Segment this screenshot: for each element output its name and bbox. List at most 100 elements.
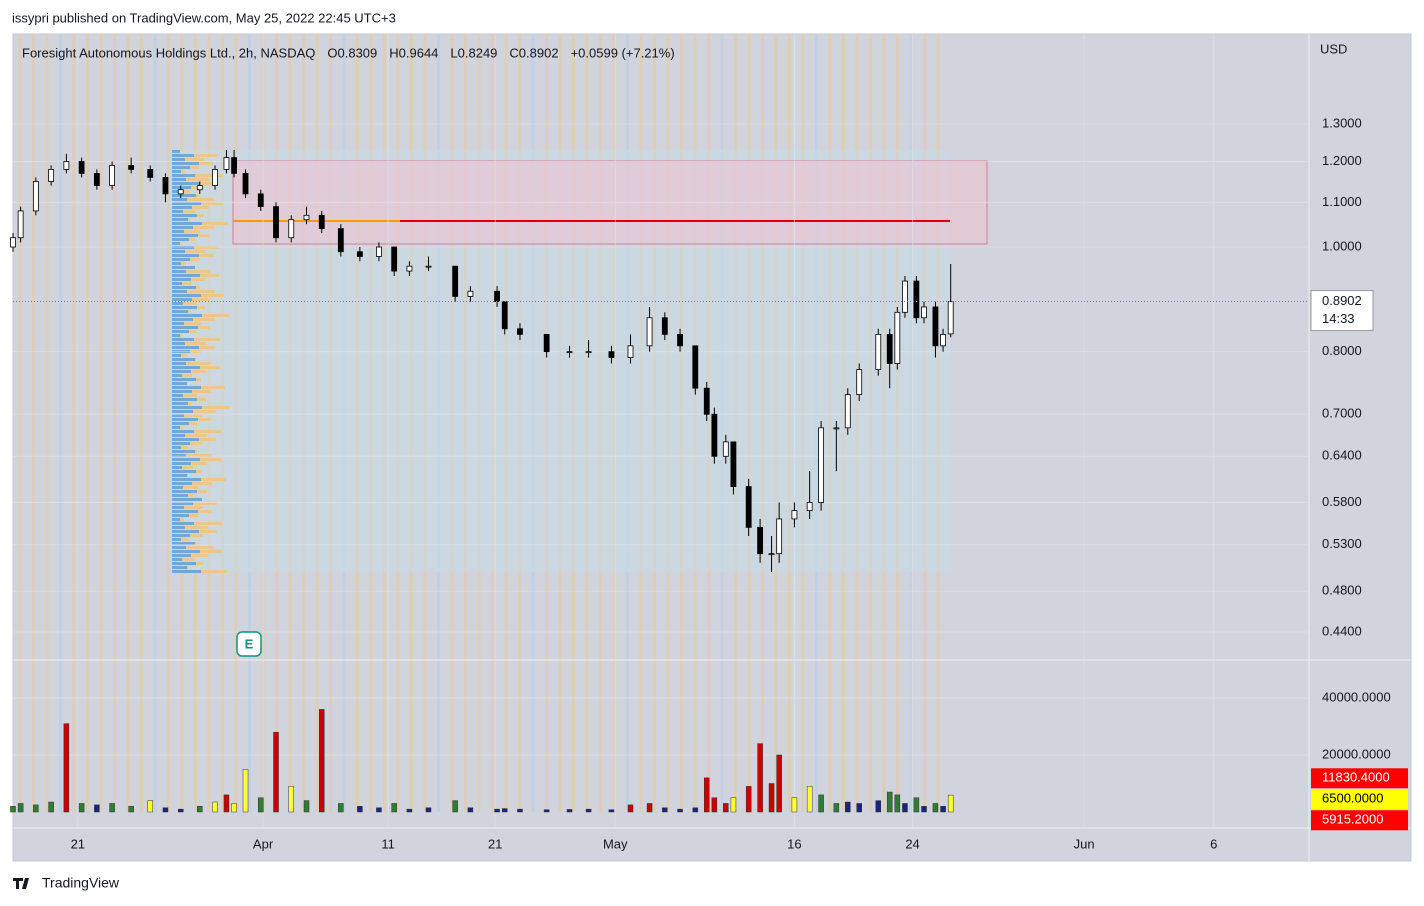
candle-body xyxy=(162,177,169,195)
profile-row xyxy=(194,430,221,433)
profile-row xyxy=(200,274,219,277)
profile-row xyxy=(185,526,208,529)
profile-row xyxy=(172,354,181,357)
candle-body xyxy=(703,387,710,415)
profile-row xyxy=(193,410,216,413)
profile-row xyxy=(180,518,184,521)
candle-body xyxy=(947,301,954,335)
profile-row xyxy=(172,330,189,333)
profile-row xyxy=(195,450,197,453)
profile-row xyxy=(182,466,193,469)
y-tick-label: 1.2000 xyxy=(1322,153,1362,168)
candle-body xyxy=(818,427,824,503)
profile-row xyxy=(172,302,183,305)
profile-row xyxy=(181,170,185,173)
profile-row xyxy=(172,546,186,549)
profile-row xyxy=(184,414,202,417)
profile-row xyxy=(182,374,192,377)
volume-bar xyxy=(646,803,653,813)
profile-row xyxy=(192,206,209,209)
volume-bar xyxy=(212,801,218,813)
volume-bar xyxy=(357,806,363,813)
earnings-badge-label[interactable]: E xyxy=(245,636,254,651)
candle-body xyxy=(875,333,882,370)
volume-bar xyxy=(856,803,862,813)
volume-bar xyxy=(376,807,382,813)
x-tick-label: May xyxy=(603,836,628,851)
profile-row xyxy=(185,342,206,345)
profile-row xyxy=(172,374,182,377)
candle-body xyxy=(627,345,634,358)
plot: 1.3000 1.2000 1.1000 1.0000 0.8000 0.7000 0.64… xyxy=(10,34,1408,851)
last-value-box xyxy=(1311,789,1408,810)
legend-field: H0.9644 xyxy=(389,45,438,60)
profile-row xyxy=(184,322,201,325)
profile-row xyxy=(202,222,228,225)
candle-body xyxy=(585,351,592,354)
profile-row xyxy=(172,506,184,509)
volume-bar xyxy=(833,803,840,813)
candle-body xyxy=(791,510,798,520)
profile-row xyxy=(172,366,200,369)
profile-row xyxy=(197,306,205,309)
profile-row xyxy=(190,166,199,169)
profile-row xyxy=(186,454,212,457)
profile-row xyxy=(190,534,203,537)
profile-row xyxy=(199,162,213,165)
candle-body xyxy=(856,369,863,395)
candle-body xyxy=(452,265,459,297)
profile-row xyxy=(188,218,190,221)
profile-row xyxy=(180,426,183,429)
volume-bar xyxy=(94,804,100,813)
profile-row xyxy=(172,418,198,421)
volume-bar xyxy=(10,806,16,813)
volume-bar xyxy=(566,809,573,813)
volume-bar xyxy=(33,804,39,813)
profile-row xyxy=(172,162,199,165)
volume-bar xyxy=(494,808,500,813)
volume-bar xyxy=(886,791,893,813)
profile-row xyxy=(191,554,208,557)
profile-row xyxy=(172,534,190,537)
volume-bar xyxy=(273,731,279,813)
profile-row xyxy=(172,150,180,153)
profile-row xyxy=(181,354,187,357)
profile-row xyxy=(187,474,188,477)
candle-body xyxy=(147,169,154,178)
profile-row xyxy=(172,566,187,569)
y-tick-label: 0.7000 xyxy=(1322,406,1362,421)
candle-body xyxy=(768,553,775,556)
volume-bar xyxy=(63,723,70,813)
profile-row xyxy=(172,290,187,293)
profile-row xyxy=(197,214,204,217)
profile-row xyxy=(172,258,190,261)
volume-bar xyxy=(894,794,901,813)
volume-bar xyxy=(677,808,683,813)
profile-row xyxy=(172,378,196,381)
profile-row xyxy=(172,266,195,269)
legend-field: +0.0599 (+7.21%) xyxy=(571,45,675,60)
profile-row xyxy=(183,486,198,489)
volume-bar xyxy=(608,809,615,813)
y-tick-label: 0.6400 xyxy=(1322,448,1362,463)
volume-bar xyxy=(818,794,824,813)
profile-row xyxy=(172,298,192,301)
earnings-badge[interactable] xyxy=(236,631,262,657)
volume-bar xyxy=(452,800,458,813)
profile-row xyxy=(172,186,191,189)
profile-row xyxy=(172,254,199,257)
profile-row xyxy=(172,438,199,441)
y-tick-label: 0.5800 xyxy=(1322,494,1362,509)
profile-row xyxy=(172,498,202,501)
profile-row xyxy=(185,250,205,253)
profile-row xyxy=(202,314,229,317)
x-tick-label: 11 xyxy=(381,836,395,851)
profile-row xyxy=(172,250,185,253)
profile-row xyxy=(172,414,184,417)
volume-profile xyxy=(172,150,230,573)
profile-row xyxy=(195,358,196,361)
volume-bar xyxy=(791,797,798,813)
currency: USD xyxy=(1320,41,1347,56)
candle-body xyxy=(646,317,653,347)
